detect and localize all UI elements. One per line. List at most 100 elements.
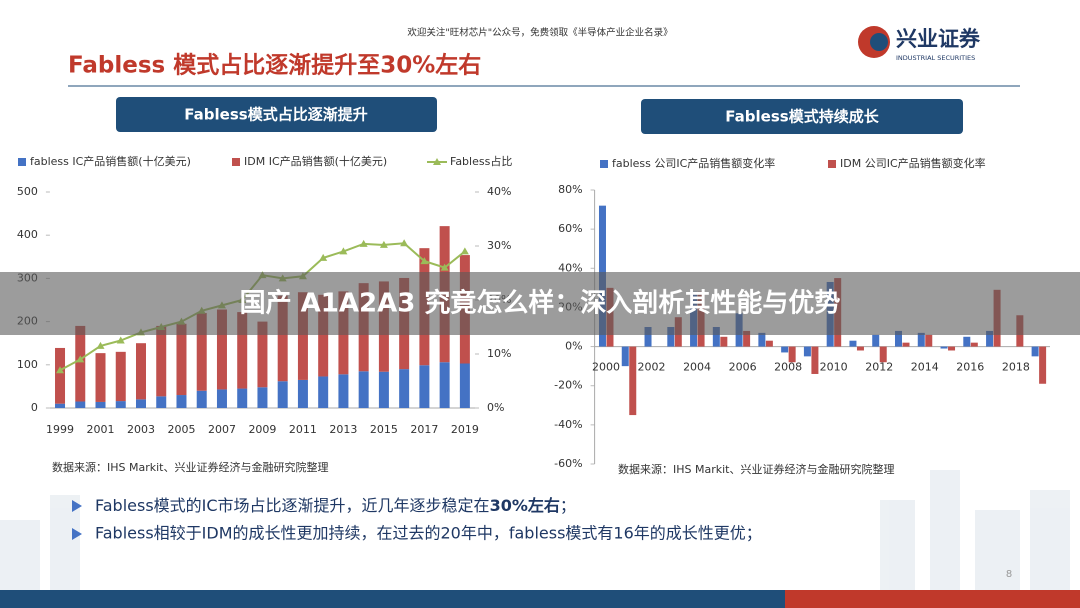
x-tick-label: 2017 <box>410 423 438 436</box>
y-tick-label: 60% <box>558 222 582 235</box>
bar <box>75 325 86 402</box>
bar <box>948 346 956 351</box>
bar <box>95 353 106 402</box>
legend-swatch <box>433 158 441 165</box>
bar <box>781 346 789 353</box>
x-tick-label: 2012 <box>865 361 893 374</box>
page-number: 8 <box>1006 569 1012 580</box>
banner <box>0 272 1080 335</box>
bar <box>156 396 167 408</box>
bar <box>970 342 978 347</box>
y-tick-label: -60% <box>554 457 582 470</box>
y-tick-label: 40% <box>558 261 582 274</box>
bar <box>135 399 146 408</box>
bullet-text: Fabless相较于IDM的成长性更加持续，在过去的20年中，fabless模式… <box>95 524 762 543</box>
bar <box>849 340 857 347</box>
bar <box>439 362 450 408</box>
x-tick-label: 2009 <box>248 423 276 436</box>
bar <box>318 294 329 377</box>
y-tick-label: 0% <box>565 340 582 353</box>
x-tick-label: 2019 <box>451 423 479 436</box>
bar <box>629 346 637 416</box>
bar <box>135 343 146 400</box>
bar <box>667 327 675 347</box>
y2-tick-label: 40% <box>487 185 511 198</box>
chart-source: 数据来源：IHS Markit、兴业证券经济与金融研究院整理 <box>618 462 895 476</box>
building <box>0 520 40 590</box>
bar <box>902 342 910 347</box>
bar <box>237 312 248 389</box>
bar <box>743 330 751 347</box>
building <box>880 500 915 590</box>
bar <box>986 330 994 347</box>
y2-tick-label: 0% <box>487 401 504 414</box>
line-marker <box>420 257 429 265</box>
line-marker <box>56 366 65 374</box>
bar <box>621 346 629 367</box>
bar <box>95 401 106 408</box>
x-tick-label: 2016 <box>956 361 984 374</box>
bar <box>917 332 925 347</box>
line-marker <box>339 247 348 255</box>
line-marker <box>319 253 328 261</box>
bar <box>176 395 187 408</box>
panel-title-box <box>641 99 963 134</box>
y-tick-label: 500 <box>17 185 38 198</box>
x-tick-label: 2015 <box>370 423 398 436</box>
chart-source: 数据来源：IHS Markit、兴业证券经济与金融研究院整理 <box>52 460 329 474</box>
x-tick-label: 2000 <box>592 361 620 374</box>
bar <box>55 403 66 408</box>
bar <box>758 332 766 347</box>
legend-swatch <box>828 160 836 168</box>
bar <box>297 292 308 380</box>
panel-title: Fabless模式占比逐渐提升 <box>184 106 367 124</box>
bar <box>318 376 329 408</box>
x-tick-label: 2004 <box>683 361 711 374</box>
panel-title: Fabless模式持续成长 <box>725 108 879 126</box>
legend-label: IDM IC产品销售额(十亿美元) <box>244 154 387 168</box>
x-tick-label: 2007 <box>208 423 236 436</box>
bullet-marker <box>72 528 82 540</box>
legend-label: fabless IC产品销售额(十亿美元) <box>30 154 191 168</box>
legend-swatch <box>232 158 240 166</box>
bullet-marker <box>72 500 82 512</box>
bar <box>399 369 410 408</box>
bar <box>115 351 126 402</box>
y2-tick-label: 30% <box>487 239 511 252</box>
bar <box>963 336 971 347</box>
bar <box>216 389 227 408</box>
bar <box>237 388 248 408</box>
legend-label: Fabless占比 <box>450 154 512 168</box>
bar <box>277 295 288 382</box>
line-marker <box>400 239 409 247</box>
bar <box>788 346 796 363</box>
x-tick-label: 2010 <box>820 361 848 374</box>
building <box>1030 490 1070 590</box>
bar <box>856 346 864 351</box>
bar <box>879 346 887 363</box>
bar <box>872 334 880 347</box>
bar <box>419 365 430 408</box>
bar <box>811 346 819 374</box>
logo-en: INDUSTRIAL SECURITIES <box>896 54 975 62</box>
bar <box>925 334 933 347</box>
bar <box>55 347 66 404</box>
line-marker <box>460 247 469 255</box>
bar <box>156 325 167 397</box>
logo-name: 兴业证券 <box>896 27 981 51</box>
slide-title: Fabless 模式占比逐渐提升至30%左右 <box>68 52 481 79</box>
line-marker <box>440 263 449 271</box>
footer-bar-accent <box>785 590 1080 608</box>
bullet-text: Fabless模式的IC市场占比逐渐提升，近几年逐步稳定在30%左右； <box>95 496 576 515</box>
x-tick-label: 2018 <box>1002 361 1030 374</box>
x-tick-label: 1999 <box>46 423 74 436</box>
line-marker <box>96 341 105 349</box>
bar <box>803 346 811 357</box>
bar <box>75 401 86 408</box>
y-tick-label: 100 <box>17 358 38 371</box>
line-marker <box>116 336 125 344</box>
y-tick-label: -20% <box>554 379 582 392</box>
bar <box>894 330 902 347</box>
bullet-part: ； <box>560 496 576 515</box>
